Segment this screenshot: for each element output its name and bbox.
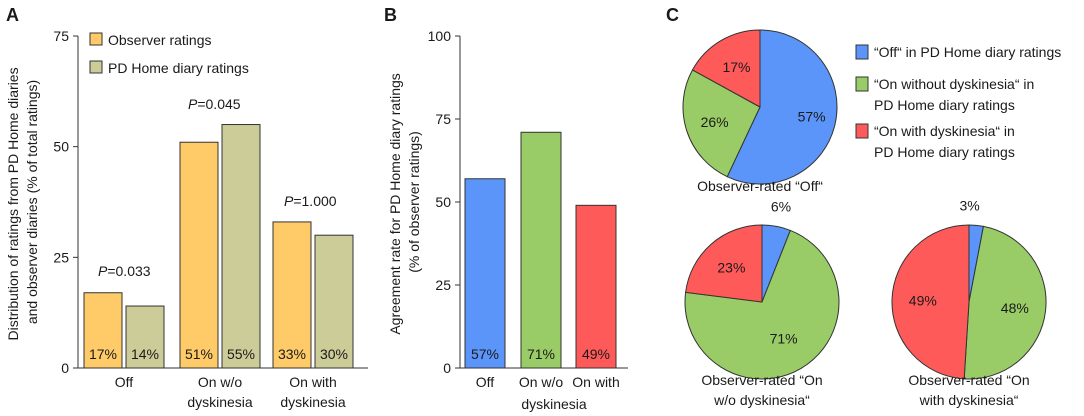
pvalue-on-with-value: =1.000 <box>293 193 336 209</box>
pie-1-slice-1 <box>684 229 840 380</box>
legend-observer-swatch <box>89 32 103 46</box>
pie-0-title-line-0: Observer-rated “Off“ <box>697 178 823 194</box>
panel-b-category-0: Off <box>476 374 495 390</box>
pie-1-label-2: 23% <box>717 259 745 275</box>
pvalue-on-wo-p: P <box>188 96 198 112</box>
panel-a-bar-1-2 <box>314 234 354 369</box>
panel-a-category-1-line-1: dyskinesia <box>187 394 253 410</box>
pie-2-label-1: 48% <box>1001 300 1029 316</box>
panel-c-legend-swatch-2 <box>855 123 869 139</box>
panel-b-chart: Agreement rate for PD Home diary ratings… <box>387 28 628 412</box>
pvalue-on-with-p: P <box>284 193 294 209</box>
panel-a-bar-0-2 <box>272 221 312 369</box>
panel-a-ytick-label-0: 0 <box>61 360 69 376</box>
panel-b-ylabel-line2: (% of observer ratings) <box>406 131 422 273</box>
panel-b-letter: B <box>384 5 397 25</box>
panel-b-bar-label-1: 71% <box>527 346 555 362</box>
panel-a-bar-1-0 <box>125 305 165 369</box>
panel-b-ylabel-line1: Agreement rate for PD Home diary ratings <box>387 73 403 334</box>
pie-2-slice-1 <box>963 225 1047 380</box>
legend-observer-label: Observer ratings <box>108 32 211 48</box>
panel-a-category-2-line-0: On with <box>289 374 336 390</box>
panel-a-category-2-line-1: dyskinesia <box>280 394 346 410</box>
panel-b-ylabel: Agreement rate for PD Home diary ratings… <box>387 69 422 334</box>
pvalue-on-with: P=1.000 <box>284 193 337 209</box>
panel-b-ytick-label-3: 75 <box>435 111 451 127</box>
panel-b-bar-2 <box>575 204 617 369</box>
panel-c-legend-label-1-line-0: “On without dyskinesia“ in <box>874 76 1034 92</box>
panel-a-ylabel-line2: and observer diaries (% of total ratings… <box>24 80 40 324</box>
pvalue-on-wo: P=0.045 <box>188 96 241 112</box>
pie-1-label-1: 71% <box>770 331 798 347</box>
panel-a-ytick-label-1: 25 <box>53 249 69 265</box>
panel-a-bar-1-1 <box>221 124 261 369</box>
panel-a-bar-label-0-0: 17% <box>89 346 117 362</box>
panel-a-letter: A <box>6 5 19 25</box>
pie-1-slice-2 <box>685 224 763 303</box>
panel-b-category-sublabel: dyskinesia <box>521 396 587 412</box>
panel-a-ytick-label-2: 50 <box>53 139 69 155</box>
pie-2-title-line-0: Observer-rated “On <box>908 372 1029 388</box>
pie-1-title-line-0: Observer-rated “On <box>701 372 822 388</box>
panel-a-category-0-line-0: Off <box>115 374 134 390</box>
pie-1-label-0: 6% <box>771 199 791 215</box>
panel-c-legend-label-2-line-0: “On with dyskinesia“ in <box>874 123 1015 139</box>
panel-c-letter: C <box>666 5 679 25</box>
panel-b-bar-label-2: 49% <box>582 346 610 362</box>
panel-a-ytick-label-3: 75 <box>53 28 69 44</box>
pie-1-title-line-1: w/o dyskinesia“ <box>713 392 810 408</box>
pvalue-off-p: P <box>98 263 108 279</box>
pie-0-slice-0 <box>726 29 838 185</box>
pvalue-on-wo-value: =0.045 <box>197 96 240 112</box>
panel-a-chart: Distribution of ratings from PD Home dia… <box>5 28 368 410</box>
legend-diary-label: PD Home diary ratings <box>108 60 249 76</box>
panel-a-bar-label-1-2: 30% <box>320 346 348 362</box>
pie-2-slice-2 <box>891 224 970 380</box>
panel-a-bar-0-0 <box>83 292 123 369</box>
panel-a-bar-0-1 <box>179 141 219 369</box>
panel-b-ytick-label-2: 50 <box>435 194 451 210</box>
panel-b-bar-label-0: 57% <box>471 346 499 362</box>
panel-a-bar-label-1-0: 14% <box>131 346 159 362</box>
panel-a-bar-label-0-2: 33% <box>278 346 306 362</box>
pie-0-label-0: 57% <box>798 109 826 125</box>
panel-b-ytick-label-4: 100 <box>428 28 452 44</box>
panel-a-bar-label-0-1: 51% <box>185 346 213 362</box>
pvalue-off-value: =0.033 <box>107 263 150 279</box>
panel-c-legend-label-1-line-1: PD Home diary ratings <box>874 97 1015 113</box>
panel-c-chart: “Off“ in PD Home diary ratings “On withou… <box>682 29 1061 408</box>
pie-2-label-2: 49% <box>909 293 937 309</box>
panel-a-bar-label-1-1: 55% <box>227 346 255 362</box>
panel-c-legend-swatch-0 <box>855 44 869 60</box>
panel-b-category-1: On w/o <box>519 374 564 390</box>
pie-2-title-line-1: with dyskinesia“ <box>919 392 1019 408</box>
panel-b-ytick-label-1: 25 <box>435 277 451 293</box>
pvalue-off: P=0.033 <box>98 263 151 279</box>
panel-c-legend-label-2-line-1: PD Home diary ratings <box>874 144 1015 160</box>
panel-a-ylabel: Distribution of ratings from PD Home dia… <box>5 64 40 341</box>
pie-0-label-2: 17% <box>722 59 750 75</box>
panel-b-bar-0 <box>464 178 506 369</box>
panel-a-ylabel-line1: Distribution of ratings from PD Home dia… <box>5 67 21 340</box>
legend-diary-swatch <box>89 60 103 74</box>
pie-0-slice-2 <box>691 29 761 108</box>
panel-b-bar-1 <box>520 131 562 369</box>
panel-a-category-1-line-0: On w/o <box>198 374 243 390</box>
pie-2-label-0: 3% <box>959 198 979 214</box>
panel-c-legend-swatch-1 <box>855 76 869 92</box>
panel-c-legend-label-0-line-0: “Off“ in PD Home diary ratings <box>874 44 1061 60</box>
panel-b-ytick-label-0: 0 <box>443 360 451 376</box>
panel-b-category-2: On with <box>572 374 619 390</box>
pie-0-label-1: 26% <box>701 114 729 130</box>
